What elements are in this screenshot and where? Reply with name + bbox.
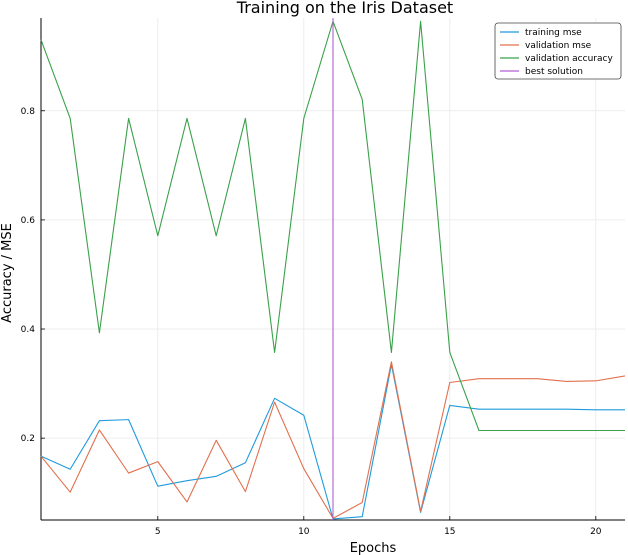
legend: training mse validation mse validation acc… [494, 22, 622, 80]
legend-label-best-solution: best solution [525, 67, 583, 77]
y-tick-label: 0.2 [21, 434, 35, 444]
x-tick-label: 5 [155, 527, 161, 537]
series-lines [40, 18, 626, 520]
x-tick-label: 15 [444, 527, 455, 537]
y-tick-label: 0.4 [21, 325, 36, 335]
chart-title: Training on the Iris Dataset [236, 0, 453, 17]
legend-label-training-mse: training mse [525, 28, 582, 38]
tick-labels: 5 10 15 20 0.2 0.4 0.6 0.8 [21, 107, 602, 537]
legend-box [494, 22, 622, 80]
x-tick-label: 20 [590, 527, 602, 537]
x-tick-label: 10 [298, 527, 310, 537]
y-tick-label: 0.6 [21, 216, 36, 226]
y-tick-label: 0.8 [21, 107, 36, 117]
legend-label-validation-mse: validation mse [525, 41, 592, 51]
x-axis-label: Epochs [350, 541, 397, 555]
y-axis-label: Accuracy / MSE [0, 223, 15, 323]
legend-label-validation-accuracy: validation accuracy [525, 54, 613, 64]
